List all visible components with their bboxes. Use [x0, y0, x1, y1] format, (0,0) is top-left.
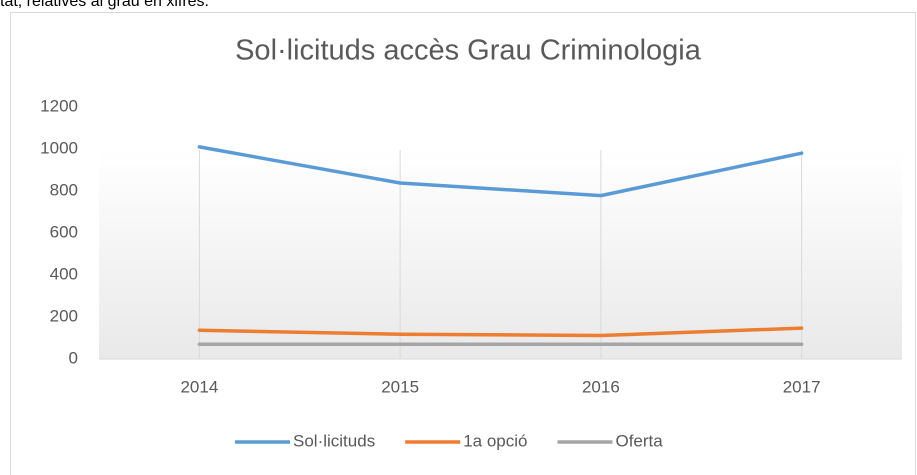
y-tick-label: 600	[50, 222, 78, 241]
y-tick-label: 200	[50, 306, 78, 325]
x-tick-label: 2014	[180, 377, 218, 396]
y-tick-label: 400	[50, 264, 78, 283]
chart-title: Sol·licituds accès Grau Criminologia	[235, 35, 702, 67]
x-tick-label: 2016	[582, 377, 620, 396]
legend-label: Sol·licituds	[293, 431, 375, 450]
y-tick-label: 1200	[40, 96, 78, 115]
plot-area	[99, 150, 902, 359]
header-text: tat, relatives al grau en xifres.	[0, 0, 209, 10]
x-tick-label: 2015	[381, 377, 419, 396]
x-tick-label: 2017	[783, 377, 821, 396]
y-tick-label: 1000	[40, 138, 78, 157]
legend-label: 1a opció	[463, 431, 527, 450]
series-line	[197, 145, 804, 198]
series-line	[197, 326, 804, 338]
legend-label: Oferta	[615, 431, 663, 450]
y-tick-label: 0	[69, 348, 78, 367]
y-tick-label: 800	[50, 180, 78, 199]
